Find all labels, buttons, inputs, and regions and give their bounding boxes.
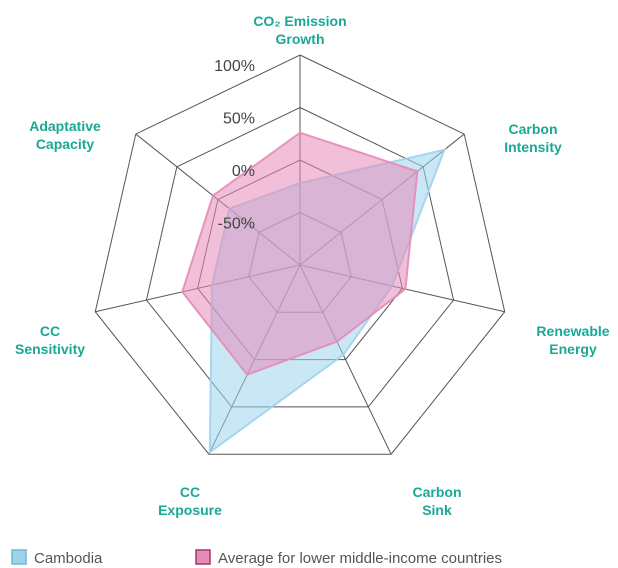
axis-label: Intensity: [504, 139, 562, 155]
axis-label: CC: [180, 484, 200, 500]
axis-label: Adaptative: [29, 118, 101, 134]
axis-label: Sensitivity: [15, 341, 85, 357]
grid-ring: [94, 54, 506, 455]
axis-label: Exposure: [158, 502, 222, 518]
legend-swatch: [11, 549, 27, 565]
tick-label: 50%: [223, 111, 255, 128]
axis-label: CO₂ Emission: [253, 13, 346, 29]
axis-label: Energy: [549, 341, 597, 357]
axis-label: Carbon: [413, 484, 462, 500]
axis-label: Growth: [276, 31, 325, 47]
axis-label: CC: [40, 323, 60, 339]
tick-label: 0%: [232, 163, 255, 180]
legend-label: Average for lower middle-income countrie…: [218, 550, 502, 567]
legend-swatch: [195, 549, 211, 565]
legend-label: Cambodia: [34, 550, 103, 567]
axis-label: Capacity: [36, 136, 95, 152]
tick-label: -50%: [218, 216, 255, 233]
axis-label: Carbon: [509, 121, 558, 137]
tick-label: 100%: [214, 58, 255, 75]
series-area: [181, 131, 419, 376]
axis-label: Renewable: [536, 323, 609, 339]
axis-label: Sink: [422, 502, 452, 518]
